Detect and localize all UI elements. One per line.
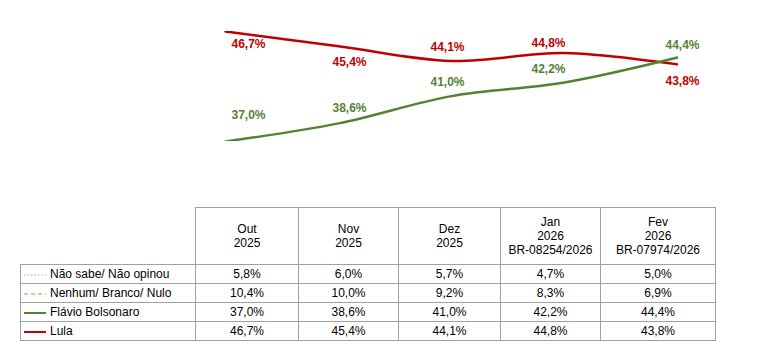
html-text:BR-08254/2026: BR-08254/2026: [508, 243, 593, 257]
svg-text:38,6%: 38,6%: [332, 101, 366, 115]
html-text:43,8%: 43,8%: [641, 324, 675, 338]
html-text:Dez: Dez: [438, 222, 461, 236]
svg-text:41,0%: 41,0%: [430, 75, 464, 89]
html-text:Fev: Fev: [648, 215, 668, 229]
html-text:44,8%: 44,8%: [533, 324, 568, 338]
html-text:42,2%: 42,2%: [533, 305, 568, 319]
html-text:2026: 2026: [537, 229, 564, 243]
html-text:6,9%: 6,9%: [644, 286, 672, 300]
html-text:2025: 2025: [233, 236, 261, 250]
svg-text:43,8%: 43,8%: [665, 74, 699, 88]
html-text:9,2%: 9,2%: [435, 286, 464, 300]
svg-text:44,4%: 44,4%: [665, 38, 699, 52]
html-text:Flávio Bolsonaro: Flávio Bolsonaro: [50, 305, 140, 319]
html-text:4,7%: 4,7%: [536, 267, 565, 281]
html-text:8,3%: 8,3%: [536, 286, 565, 300]
html-text:38,6%: 38,6%: [331, 305, 366, 319]
html-text:Nenhum/ Branco/ Nulo: Nenhum/ Branco/ Nulo: [50, 286, 172, 300]
html-text:Nov: Nov: [337, 222, 360, 236]
svg-text:37,0%: 37,0%: [231, 108, 265, 122]
svg-text:44,8%: 44,8%: [531, 36, 565, 50]
svg-text:42,2%: 42,2%: [531, 62, 565, 76]
html-text:Out: Out: [237, 222, 257, 236]
html-text:2025: 2025: [436, 236, 463, 250]
html-text:Jan: Jan: [540, 215, 561, 229]
html-text:41,0%: 41,0%: [432, 305, 467, 319]
html-text:2026: 2026: [644, 229, 672, 243]
html-text:10,0%: 10,0%: [331, 286, 366, 300]
html-text:37,0%: 37,0%: [230, 305, 264, 319]
html-text:5,8%: 5,8%: [233, 267, 261, 281]
html-text:10,4%: 10,4%: [230, 286, 264, 300]
html-text:44,1%: 44,1%: [432, 324, 467, 338]
svg-text:44,1%: 44,1%: [430, 40, 464, 54]
html-text:2025: 2025: [335, 236, 362, 250]
html-text:45,4%: 45,4%: [331, 324, 366, 338]
svg-text:46,7%: 46,7%: [231, 37, 265, 51]
html-text:6,0%: 6,0%: [334, 267, 363, 281]
html-text:5,0%: 5,0%: [644, 267, 672, 281]
html-text:44,4%: 44,4%: [641, 305, 675, 319]
svg-text:45,4%: 45,4%: [332, 55, 366, 69]
html-text:Lula: Lula: [50, 324, 73, 338]
html-text:46,7%: 46,7%: [230, 324, 264, 338]
html-text:5,7%: 5,7%: [435, 267, 464, 281]
html-text:Não sabe/ Não opinou: Não sabe/ Não opinou: [50, 267, 170, 281]
html-text:BR-07974/2026: BR-07974/2026: [616, 243, 700, 257]
